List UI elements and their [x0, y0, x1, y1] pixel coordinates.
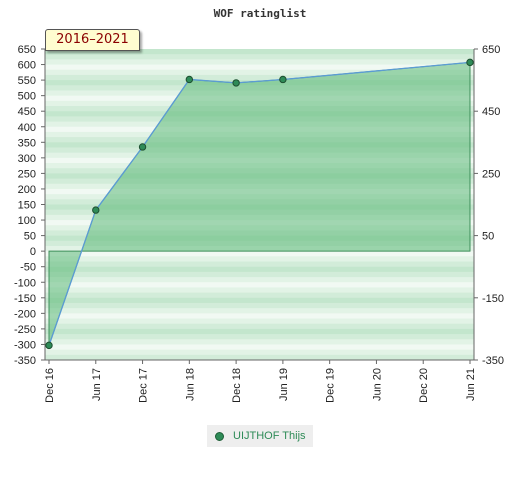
background-band [45, 261, 474, 268]
background-band [45, 266, 474, 273]
period-badge: 2016–2021 [45, 29, 140, 51]
background-band [45, 49, 474, 55]
left-tick-label: 300 [18, 153, 36, 165]
x-tick-label: Dec 17 [138, 368, 150, 403]
background-band [45, 334, 474, 340]
background-band [45, 349, 474, 356]
background-band [45, 69, 474, 76]
x-tick-label: Jun 17 [91, 368, 103, 401]
data-point [185, 75, 194, 84]
left-tick-label: 550 [18, 75, 36, 87]
x-tick-label: Dec 16 [44, 368, 56, 403]
data-point [466, 58, 474, 67]
background-band [45, 302, 474, 309]
left-tick-label: -150 [14, 293, 36, 305]
left-axis-ticks: 650600550500450400350300250200150100500-… [14, 44, 45, 367]
background-band [45, 344, 474, 351]
background-band [45, 339, 474, 345]
left-tick-label: -50 [20, 262, 36, 274]
left-tick-label: 100 [18, 215, 36, 227]
x-tick-label: Jun 21 [465, 368, 477, 401]
background-band [45, 287, 474, 294]
x-tick-label: Jun 20 [371, 368, 383, 401]
background-band [45, 297, 474, 304]
left-tick-label: 50 [24, 231, 36, 243]
background-band [45, 54, 474, 60]
x-tick-label: Dec 18 [231, 368, 243, 403]
left-tick-label: -200 [14, 308, 36, 320]
background-band [45, 282, 474, 288]
background-band [45, 59, 474, 66]
right-tick-label: 450 [482, 106, 500, 118]
legend-marker-icon [215, 431, 224, 441]
background-band [45, 354, 474, 361]
legend-label: UIJTHOF Thijs [233, 430, 306, 442]
background-band [45, 328, 474, 335]
background-band [45, 277, 474, 283]
data-point [279, 75, 287, 84]
left-tick-label: 600 [18, 60, 36, 72]
right-axis-ticks: 650 450 250 50 -150 -350 [474, 44, 504, 367]
background-band [45, 251, 474, 257]
x-tick-label: Dec 20 [418, 368, 430, 403]
left-tick-label: -100 [14, 277, 36, 289]
background-band [45, 313, 474, 320]
background-band [45, 323, 474, 330]
background-band [45, 256, 474, 263]
background-band [45, 308, 474, 314]
left-tick-label: 450 [18, 106, 36, 118]
legend[interactable]: UIJTHOF Thijs [207, 425, 313, 447]
right-tick-label: 250 [482, 168, 500, 180]
data-point [45, 341, 53, 350]
data-point [92, 206, 100, 214]
left-tick-label: -250 [14, 324, 36, 336]
left-tick-label: 200 [18, 184, 36, 196]
right-tick-label: 650 [482, 44, 500, 56]
background-band [45, 64, 474, 71]
left-tick-label: 650 [18, 44, 36, 56]
background-band [45, 318, 474, 325]
background-band [45, 74, 474, 81]
left-tick-label: 150 [18, 200, 36, 212]
x-tick-label: Jun 19 [278, 368, 290, 401]
right-tick-label: -350 [482, 355, 504, 367]
data-point [138, 143, 147, 151]
right-tick-label: -150 [482, 293, 504, 305]
left-tick-label: 400 [18, 122, 36, 134]
left-tick-label: 350 [18, 137, 36, 149]
data-markers [45, 58, 474, 350]
right-tick-label: 50 [482, 231, 494, 243]
x-tick-label: Dec 19 [325, 368, 337, 403]
left-tick-label: 500 [18, 91, 36, 103]
left-tick-label: -350 [14, 355, 36, 367]
x-axis-ticks: Dec 16 Jun 17 Dec 17 Jun 18 Dec 18 Jun 19 Dec … [44, 360, 477, 403]
left-tick-label: -300 [14, 339, 36, 351]
background-band [45, 271, 474, 278]
chart-title: WOF ratinglist [214, 7, 307, 20]
data-point [232, 79, 240, 87]
left-tick-label: 0 [30, 246, 36, 258]
left-tick-label: 250 [18, 168, 36, 180]
x-tick-label: Jun 18 [184, 368, 196, 401]
background-band [45, 292, 474, 299]
